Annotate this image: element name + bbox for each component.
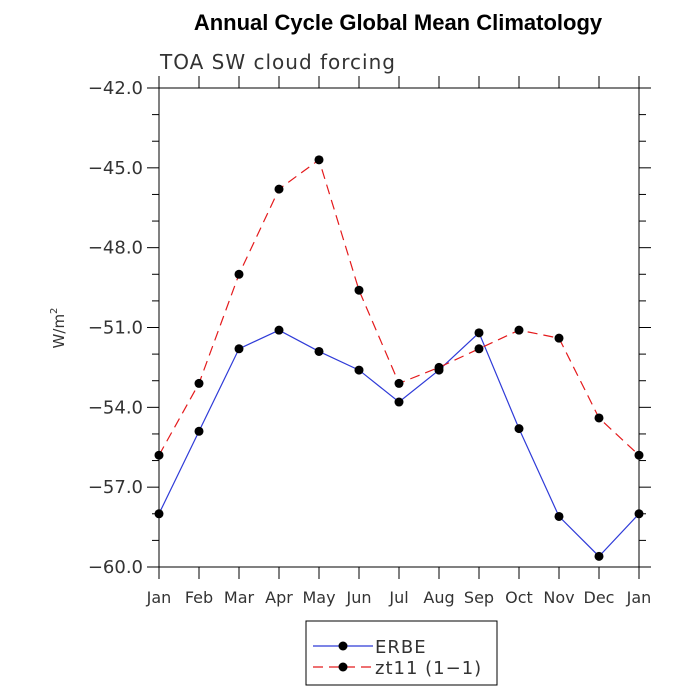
y-tick-label: −60.0 <box>88 557 143 578</box>
data-point-series-0 <box>594 551 604 561</box>
data-point-series-0 <box>274 325 284 335</box>
data-point-series-1 <box>634 450 644 460</box>
x-tick-label: May <box>302 588 335 607</box>
x-tick-label: Feb <box>185 588 213 607</box>
series-line-0 <box>158 329 640 558</box>
y-axis-label-superscript: 2 <box>49 308 60 314</box>
y-tick-label: −48.0 <box>88 238 143 259</box>
x-tick-label: Nov <box>543 588 574 607</box>
data-point-series-1 <box>154 450 164 460</box>
y-axis-label-text: W/m2 <box>49 308 68 349</box>
data-point-series-1 <box>514 325 524 335</box>
data-point-series-1 <box>314 155 324 165</box>
data-point-series-0 <box>554 511 564 521</box>
legend-label-0: ERBE <box>375 637 427 658</box>
data-point-series-1 <box>554 333 564 343</box>
data-point-series-0 <box>354 365 364 375</box>
x-tick-label: Sep <box>464 588 494 607</box>
data-point-series-1 <box>194 378 204 388</box>
x-tick-label: Mar <box>224 588 255 607</box>
x-tick-label: Oct <box>505 588 533 607</box>
data-point-series-0 <box>234 344 244 354</box>
data-point-series-1 <box>394 378 404 388</box>
series-line-1 <box>158 158 640 456</box>
data-point-series-0 <box>154 509 164 519</box>
y-tick-label: −45.0 <box>88 158 143 179</box>
x-tick-label: Jun <box>346 588 372 607</box>
chart-subtitle: TOA SW cloud forcing <box>159 50 396 74</box>
data-point-series-0 <box>394 397 404 407</box>
x-tick-labels: Jan Feb Mar Apr May Jun Jul Aug Sep Oct Nov Dec Jan <box>146 588 652 607</box>
legend-box <box>305 620 498 686</box>
x-tick-label: Dec <box>584 588 615 607</box>
legend-label-1: zt11 (1−1) <box>375 658 482 679</box>
y-tick-label: −42.0 <box>88 78 143 99</box>
y-tick-label: −57.0 <box>88 477 143 498</box>
data-point-series-1 <box>234 269 244 279</box>
data-point-series-0 <box>474 328 484 338</box>
data-point-series-1 <box>354 285 364 295</box>
data-point-series-0 <box>194 426 204 436</box>
data-point-series-1 <box>274 184 284 194</box>
x-tick-label: Apr <box>265 588 293 607</box>
data-point-series-0 <box>514 424 524 434</box>
y-axis-label-main: W/m <box>50 314 68 349</box>
x-tick-label: Jan <box>146 588 172 607</box>
data-point-series-0 <box>314 346 324 356</box>
x-tick-label: Jan <box>626 588 652 607</box>
chart-title: Annual Cycle Global Mean Climatology <box>194 10 603 35</box>
data-point-series-1 <box>594 413 604 423</box>
y-tick-labels: −42.0 −45.0 −48.0 −51.0 −54.0 −57.0 −60.0 <box>88 78 143 578</box>
data-point-series-1 <box>474 344 484 354</box>
x-tick-label: Jul <box>388 588 408 607</box>
plot-frame <box>158 87 640 568</box>
legend-marker-1 <box>338 662 348 672</box>
axis-ticks <box>147 76 651 579</box>
y-tick-label: −51.0 <box>88 318 143 339</box>
series-layer <box>154 155 644 561</box>
data-point-series-0 <box>634 509 644 519</box>
y-axis-label: W/m2 <box>49 308 68 349</box>
data-point-series-1 <box>434 362 444 372</box>
y-tick-label: −54.0 <box>88 397 143 418</box>
x-tick-label: Aug <box>423 588 454 607</box>
legend-marker-0 <box>338 641 348 651</box>
